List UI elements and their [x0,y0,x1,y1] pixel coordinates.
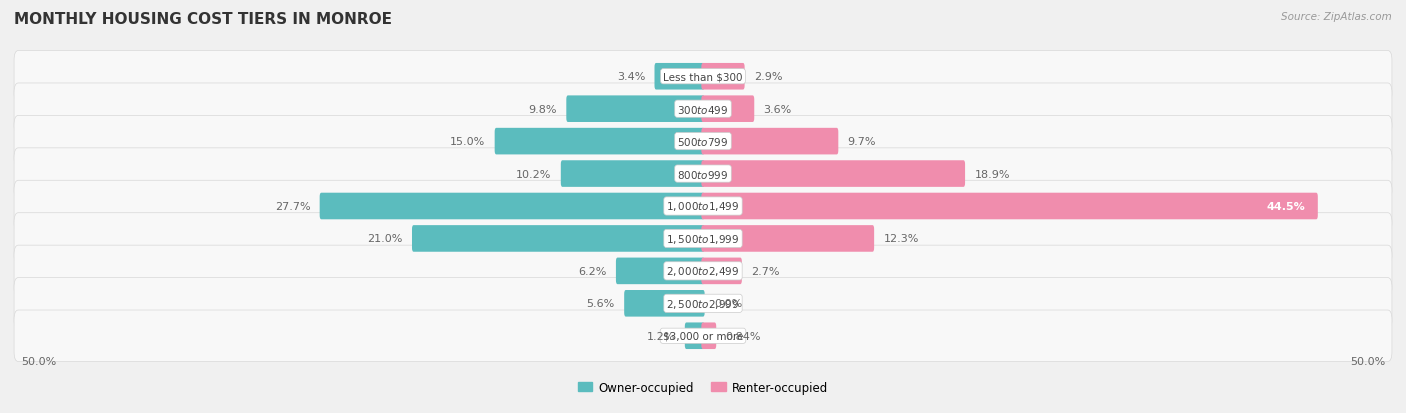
FancyBboxPatch shape [624,290,704,317]
Text: Source: ZipAtlas.com: Source: ZipAtlas.com [1281,12,1392,22]
Text: 10.2%: 10.2% [516,169,551,179]
Text: 15.0%: 15.0% [450,137,485,147]
FancyBboxPatch shape [702,258,742,285]
FancyBboxPatch shape [702,225,875,252]
FancyBboxPatch shape [567,96,704,123]
Text: 9.8%: 9.8% [529,104,557,114]
Text: 6.2%: 6.2% [578,266,606,276]
Text: $1,000 to $1,499: $1,000 to $1,499 [666,200,740,213]
FancyBboxPatch shape [14,51,1392,103]
Text: 18.9%: 18.9% [974,169,1010,179]
Text: 5.6%: 5.6% [586,299,614,309]
Text: 50.0%: 50.0% [21,356,56,366]
Text: 0.0%: 0.0% [714,299,742,309]
FancyBboxPatch shape [319,193,704,220]
FancyBboxPatch shape [495,128,704,155]
FancyBboxPatch shape [702,161,965,188]
Text: 12.3%: 12.3% [883,234,920,244]
FancyBboxPatch shape [702,96,754,123]
FancyBboxPatch shape [702,193,1317,220]
FancyBboxPatch shape [702,64,745,90]
Legend: Owner-occupied, Renter-occupied: Owner-occupied, Renter-occupied [574,376,832,399]
Text: 50.0%: 50.0% [1350,356,1385,366]
Text: $300 to $499: $300 to $499 [678,103,728,115]
Text: 3.6%: 3.6% [763,104,792,114]
FancyBboxPatch shape [14,213,1392,264]
FancyBboxPatch shape [14,149,1392,200]
Text: 2.9%: 2.9% [754,72,783,82]
FancyBboxPatch shape [14,246,1392,297]
FancyBboxPatch shape [702,323,716,349]
Text: 1.2%: 1.2% [647,331,675,341]
Text: 21.0%: 21.0% [367,234,402,244]
Text: 44.5%: 44.5% [1267,202,1305,211]
Text: Less than $300: Less than $300 [664,72,742,82]
FancyBboxPatch shape [14,181,1392,232]
FancyBboxPatch shape [14,84,1392,135]
Text: $500 to $799: $500 to $799 [678,136,728,148]
Text: 9.7%: 9.7% [848,137,876,147]
Text: $1,500 to $1,999: $1,500 to $1,999 [666,233,740,245]
FancyBboxPatch shape [655,64,704,90]
Text: 27.7%: 27.7% [274,202,311,211]
FancyBboxPatch shape [412,225,704,252]
Text: $3,000 or more: $3,000 or more [662,331,744,341]
FancyBboxPatch shape [14,278,1392,329]
FancyBboxPatch shape [702,128,838,155]
FancyBboxPatch shape [685,323,704,349]
FancyBboxPatch shape [14,310,1392,362]
FancyBboxPatch shape [14,116,1392,167]
Text: 2.7%: 2.7% [751,266,780,276]
Text: $2,000 to $2,499: $2,000 to $2,499 [666,265,740,278]
Text: 3.4%: 3.4% [617,72,645,82]
Text: 0.84%: 0.84% [725,331,761,341]
Text: $800 to $999: $800 to $999 [678,168,728,180]
Text: MONTHLY HOUSING COST TIERS IN MONROE: MONTHLY HOUSING COST TIERS IN MONROE [14,12,392,27]
Text: $2,500 to $2,999: $2,500 to $2,999 [666,297,740,310]
FancyBboxPatch shape [616,258,704,285]
FancyBboxPatch shape [561,161,704,188]
